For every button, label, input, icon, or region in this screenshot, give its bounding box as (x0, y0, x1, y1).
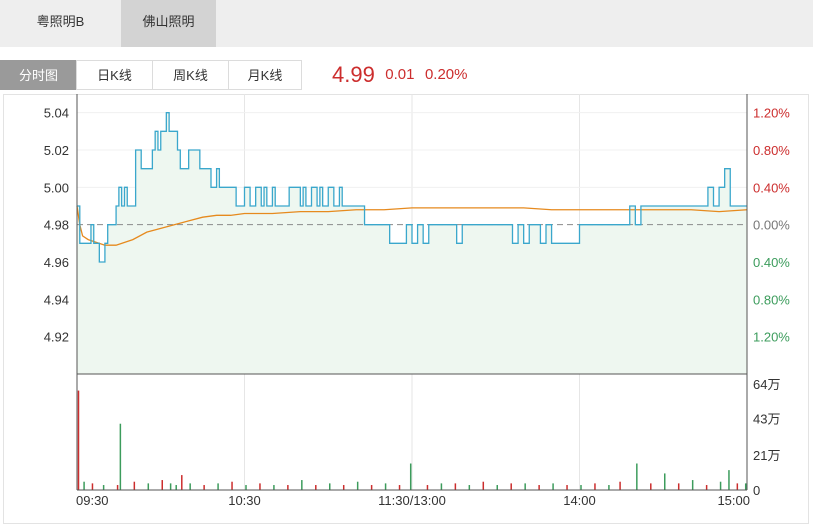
time-tick-label: 09:30 (76, 493, 109, 508)
percent-tick-label: 0.00% (753, 218, 790, 233)
volume-tick-label: 64万 (753, 377, 780, 392)
price-change: 0.01 (385, 66, 415, 83)
time-tick-label: 11:30/13:00 (378, 493, 446, 508)
price-axis-labels: 5.04 5.02 5.00 4.98 4.96 4.94 4.92 (44, 106, 69, 345)
price-tick-label: 4.92 (44, 330, 69, 345)
price-tick-label: 5.04 (44, 106, 69, 121)
price-tick-label: 4.96 (44, 255, 69, 270)
percent-tick-label: 1.20% (753, 330, 790, 345)
percent-tick-label: 0.80% (753, 292, 790, 307)
tab-stock-a-share[interactable]: 佛山照明 (121, 0, 216, 47)
volume-bars (77, 390, 747, 490)
price-change-percent: 0.20% (424, 66, 468, 83)
time-tick-label: 15:00 (717, 493, 750, 508)
volume-tick-label: 21万 (753, 448, 780, 463)
volume-tick-label: 0 (753, 483, 760, 498)
tab-intraday[interactable]: 分时图 (0, 60, 77, 90)
price-line (77, 112, 747, 263)
percent-tick-label: 0.80% (753, 143, 790, 158)
intraday-chart: 5.04 5.02 5.00 4.98 4.96 4.94 4.92 1.20% 0.80% 0… (0, 92, 813, 527)
tab-monthly-k[interactable]: 月K线 (228, 60, 302, 90)
time-axis-labels: 09:30 10:30 11:30/13:00 14:00 15:00 (76, 493, 750, 508)
volume-axis-labels: 64万 43万 21万 0 (753, 377, 780, 498)
chart-frame (3, 94, 809, 524)
percent-tick-label: 1.20% (753, 106, 790, 121)
price-tick-label: 5.02 (44, 143, 69, 158)
volume-tick-label: 43万 (753, 412, 780, 427)
tab-stock-b-share[interactable]: 粤照明B (36, 14, 85, 29)
price-tick-label: 4.98 (44, 218, 69, 233)
stock-tab-bar: 粤照明B 佛山照明 (0, 0, 813, 47)
percent-tick-label: 0.40% (753, 180, 790, 195)
time-tick-label: 10:30 (228, 493, 261, 508)
percent-axis-labels: 1.20% 0.80% 0.40% 0.00% 0.40% 0.80% 1.20% (753, 106, 790, 345)
average-price-line (76, 205, 748, 246)
price-tick-label: 4.94 (44, 292, 69, 307)
tab-daily-k[interactable]: 日K线 (76, 60, 153, 90)
time-tick-label: 14:00 (563, 493, 596, 508)
price-tick-label: 5.00 (44, 180, 69, 195)
quote-summary: 4.99 0.01 0.20% (332, 60, 467, 90)
current-price: 4.99 (332, 62, 375, 87)
percent-tick-label: 0.40% (753, 255, 790, 270)
tab-weekly-k[interactable]: 周K线 (152, 60, 229, 90)
